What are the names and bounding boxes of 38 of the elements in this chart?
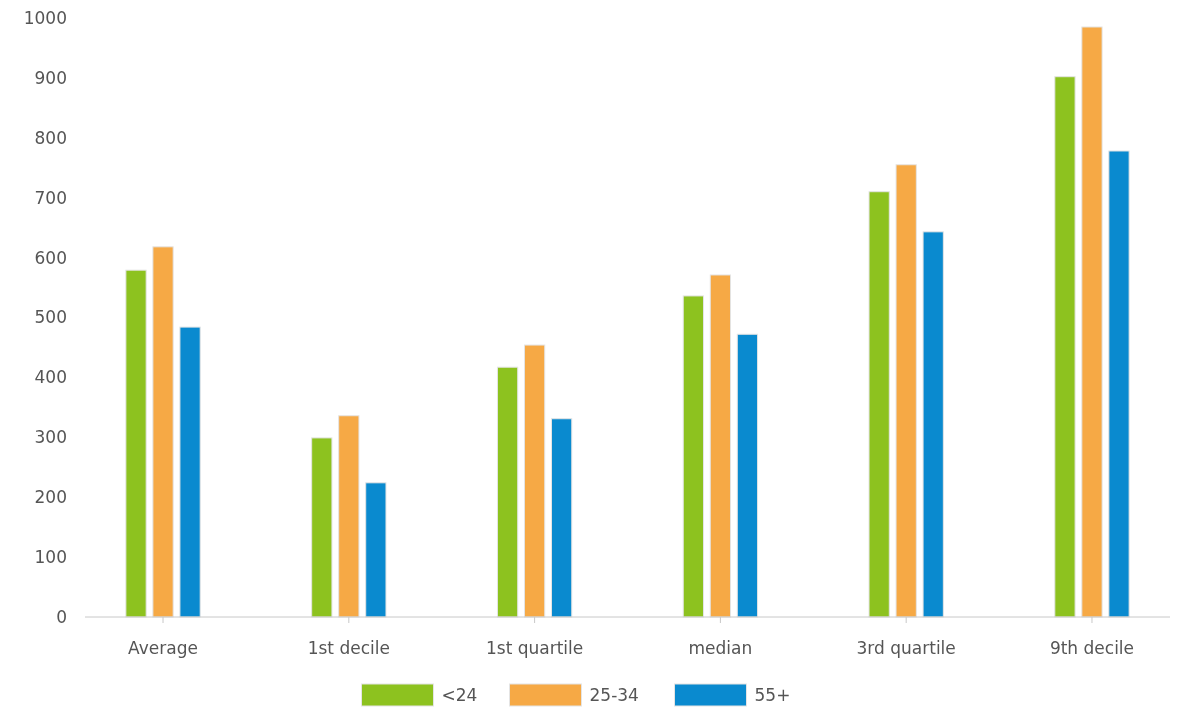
bar	[709, 274, 732, 618]
bar	[338, 415, 360, 618]
bar	[152, 246, 174, 618]
bar	[523, 344, 546, 618]
y-tick-label: 600	[34, 247, 67, 268]
y-tick-label: 800	[34, 127, 67, 148]
bar	[365, 482, 387, 618]
bar	[868, 191, 890, 618]
y-tick-label: 0	[56, 606, 67, 627]
bar	[1081, 26, 1103, 618]
x-tick-label: 1st decile	[307, 638, 390, 658]
bar	[895, 164, 917, 618]
legend-label: 25-34	[589, 684, 639, 705]
bar	[682, 295, 704, 618]
bar	[311, 437, 333, 618]
y-tick-label: 100	[34, 547, 67, 568]
bar	[496, 366, 519, 618]
bar	[1108, 150, 1130, 618]
x-tick-label: 9th decile	[1049, 638, 1135, 658]
bar	[922, 231, 944, 618]
y-tick-label: 900	[34, 67, 67, 88]
y-tick-label: 500	[34, 307, 67, 328]
y-tick-label: 700	[34, 187, 67, 208]
bar	[179, 326, 201, 618]
x-tick-label: 3rd quartile	[856, 638, 956, 658]
x-tick-label: Average	[128, 638, 198, 658]
x-tick-label: 1st quartile	[485, 638, 584, 658]
y-tick-label: 300	[34, 427, 67, 448]
y-tick-label: 400	[34, 367, 67, 388]
legend-label: <24	[441, 684, 478, 705]
bar	[551, 418, 573, 618]
y-tick-label: 1000	[23, 7, 67, 28]
legend-label: 55+	[754, 684, 791, 705]
x-tick-label: median	[688, 638, 753, 658]
bar	[1054, 76, 1076, 618]
bar	[736, 333, 759, 618]
bar	[125, 269, 147, 618]
y-tick-label: 200	[34, 487, 67, 508]
